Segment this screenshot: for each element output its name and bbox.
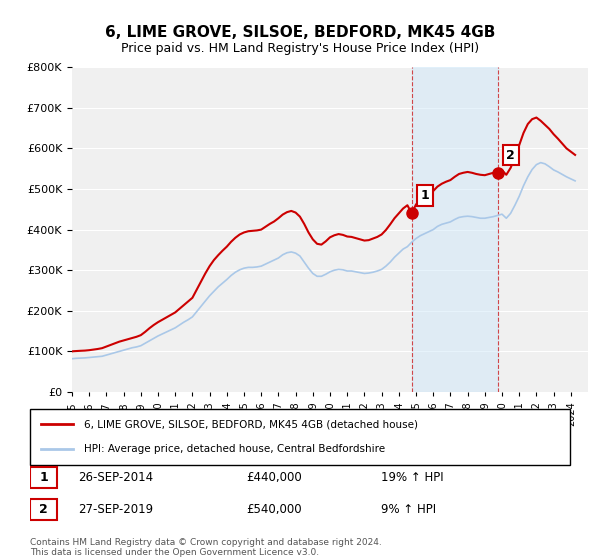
Text: 6, LIME GROVE, SILSOE, BEDFORD, MK45 4GB: 6, LIME GROVE, SILSOE, BEDFORD, MK45 4GB	[105, 25, 495, 40]
Text: £440,000: £440,000	[246, 471, 302, 484]
Text: 26-SEP-2014: 26-SEP-2014	[79, 471, 154, 484]
Text: Contains HM Land Registry data © Crown copyright and database right 2024.
This d: Contains HM Land Registry data © Crown c…	[30, 538, 382, 557]
Text: 1: 1	[39, 471, 48, 484]
FancyBboxPatch shape	[30, 409, 570, 465]
Text: £540,000: £540,000	[246, 503, 302, 516]
Text: 19% ↑ HPI: 19% ↑ HPI	[381, 471, 443, 484]
FancyBboxPatch shape	[30, 467, 57, 488]
Bar	[412, 67, 497, 392]
FancyBboxPatch shape	[30, 500, 57, 520]
Text: 9% ↑ HPI: 9% ↑ HPI	[381, 503, 436, 516]
Text: 1: 1	[420, 189, 429, 202]
Text: Price paid vs. HM Land Registry's House Price Index (HPI): Price paid vs. HM Land Registry's House …	[121, 42, 479, 55]
Text: 6, LIME GROVE, SILSOE, BEDFORD, MK45 4GB (detached house): 6, LIME GROVE, SILSOE, BEDFORD, MK45 4GB…	[84, 419, 418, 430]
Text: HPI: Average price, detached house, Central Bedfordshire: HPI: Average price, detached house, Cent…	[84, 444, 385, 454]
Text: 2: 2	[39, 503, 48, 516]
Text: 27-SEP-2019: 27-SEP-2019	[79, 503, 154, 516]
Text: 2: 2	[506, 148, 515, 161]
